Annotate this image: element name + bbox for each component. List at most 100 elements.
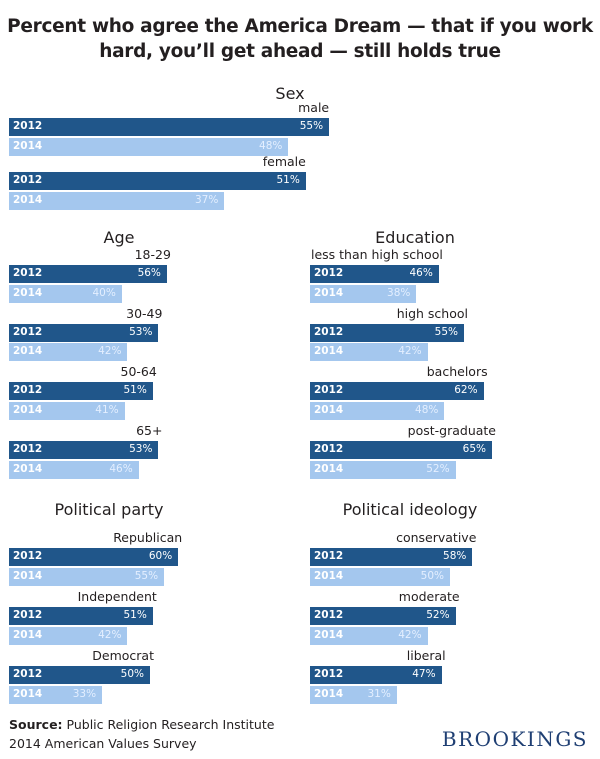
year-label: 2014: [13, 139, 43, 152]
bar-2012: 2012 53%: [9, 441, 159, 460]
year-label: 2012: [314, 384, 344, 397]
year-label: 2012: [314, 668, 344, 680]
data-label: 62%: [454, 384, 478, 397]
category-label: male: [298, 100, 330, 115]
year-label: 2014: [13, 193, 43, 206]
panel-title-political-ideology: Political ideology: [342, 500, 478, 519]
bar-2014: 2014 37%: [9, 191, 225, 210]
category-label: Republican: [113, 530, 183, 545]
bar-2014: 2014 42%: [310, 626, 428, 645]
data-label: 46%: [109, 462, 133, 475]
year-label: 2014: [314, 628, 344, 641]
bar-2014: 2014 42%: [310, 343, 428, 362]
bar-2014: 2014 42%: [9, 343, 128, 362]
bar-2012: 2012 52%: [310, 607, 456, 625]
bar-2012: 2012 51%: [9, 172, 306, 190]
bar-2014: 2014 38%: [310, 284, 417, 303]
data-label: 41%: [95, 403, 119, 416]
category-label: 50-64: [120, 364, 157, 380]
year-label: 2014: [314, 345, 344, 358]
bar-2014: 2014 48%: [310, 401, 445, 420]
panel-title-age: Age: [103, 228, 135, 247]
year-label: 2012: [314, 325, 344, 338]
title-line-1: Percent who agree the America Dream — th…: [7, 16, 593, 37]
year-label: 2012: [314, 550, 344, 562]
bar-2012: 2012 53%: [9, 323, 159, 342]
bar-2014: 2014 40%: [9, 284, 122, 303]
panel-title-political-party: Political party: [54, 500, 164, 519]
year-label: 2012: [314, 443, 344, 456]
data-label: 51%: [123, 384, 147, 397]
bar-2012: 2012 56%: [9, 265, 167, 283]
category-label: high school: [396, 305, 468, 321]
bar-2014: 2014 48%: [9, 137, 289, 156]
year-label: 2014: [314, 687, 344, 700]
bar-2012: 2012 50%: [9, 666, 150, 684]
bar-2014: 2014 41%: [9, 401, 125, 420]
data-label: 48%: [259, 139, 283, 152]
data-label: 48%: [415, 403, 439, 416]
year-label: 2014: [13, 462, 43, 475]
chart-title: Percent who agree the America Dream — th…: [0, 14, 600, 64]
panel-title-sex: Sex: [275, 84, 305, 103]
category-label: post-graduate: [407, 423, 496, 439]
year-label: 2012: [13, 120, 43, 132]
data-label: 53%: [129, 443, 153, 456]
bar-2014: 2014 31%: [310, 685, 397, 704]
bar-2012: 2012 47%: [310, 666, 442, 684]
year-label: 2014: [314, 286, 344, 299]
data-label: 52%: [426, 609, 450, 621]
data-label: 42%: [98, 628, 122, 641]
data-label: 50%: [120, 668, 144, 680]
source-label: Source:: [9, 717, 63, 732]
year-label: 2014: [13, 628, 43, 641]
category-label: 65+: [136, 423, 163, 439]
year-label: 2014: [13, 286, 43, 299]
category-label: female: [262, 154, 306, 169]
data-label: 42%: [98, 345, 122, 358]
data-label: 51%: [123, 609, 147, 621]
year-label: 2014: [13, 569, 43, 582]
year-label: 2012: [314, 609, 344, 621]
data-label: 37%: [194, 193, 219, 206]
category-label: 30-49: [126, 305, 163, 321]
source-note: Source: Public Religion Research Institu…: [9, 715, 274, 753]
bar-2012: 2012 60%: [9, 548, 179, 566]
data-label: 51%: [276, 174, 300, 186]
data-label: 55%: [134, 569, 159, 582]
bar-2014: 2014 46%: [9, 460, 139, 479]
category-label: moderate: [398, 589, 460, 604]
data-label: 52%: [426, 462, 450, 475]
year-label: 2012: [13, 267, 43, 279]
data-label: 33%: [72, 687, 97, 700]
category-label: bachelors: [426, 364, 488, 380]
data-label: 38%: [387, 286, 411, 299]
category-label: Democrat: [92, 648, 154, 663]
data-label: 40%: [92, 286, 116, 299]
year-label: 2012: [13, 325, 43, 338]
data-label: 65%: [462, 443, 486, 456]
category-label: Independent: [77, 589, 157, 604]
category-label: liberal: [406, 648, 446, 663]
bar-2012: 2012 46%: [310, 265, 439, 283]
title-line-2: hard, you’ll get ahead — still holds tru…: [99, 41, 501, 62]
bar-2012: 2012 65%: [310, 441, 492, 460]
panel-title-education: Education: [375, 228, 455, 247]
year-label: 2014: [13, 403, 43, 416]
year-label: 2014: [314, 462, 344, 475]
source-line-2: 2014 American Values Survey: [9, 736, 197, 751]
bar-2012: 2012 58%: [310, 548, 473, 566]
category-label: less than high school: [310, 247, 443, 262]
data-label: 50%: [420, 569, 444, 582]
bar-2014: 2014 52%: [310, 460, 456, 479]
bar-2014: 2014 33%: [9, 685, 103, 704]
year-label: 2014: [13, 345, 43, 358]
year-label: 2012: [314, 267, 344, 279]
year-label: 2012: [13, 384, 43, 397]
data-label: 60%: [148, 550, 173, 562]
data-label: 31%: [367, 687, 391, 700]
bar-2014: 2014 50%: [310, 567, 450, 586]
data-label: 47%: [412, 668, 436, 680]
year-label: 2014: [314, 569, 344, 582]
bar-2012: 2012 55%: [310, 323, 464, 342]
